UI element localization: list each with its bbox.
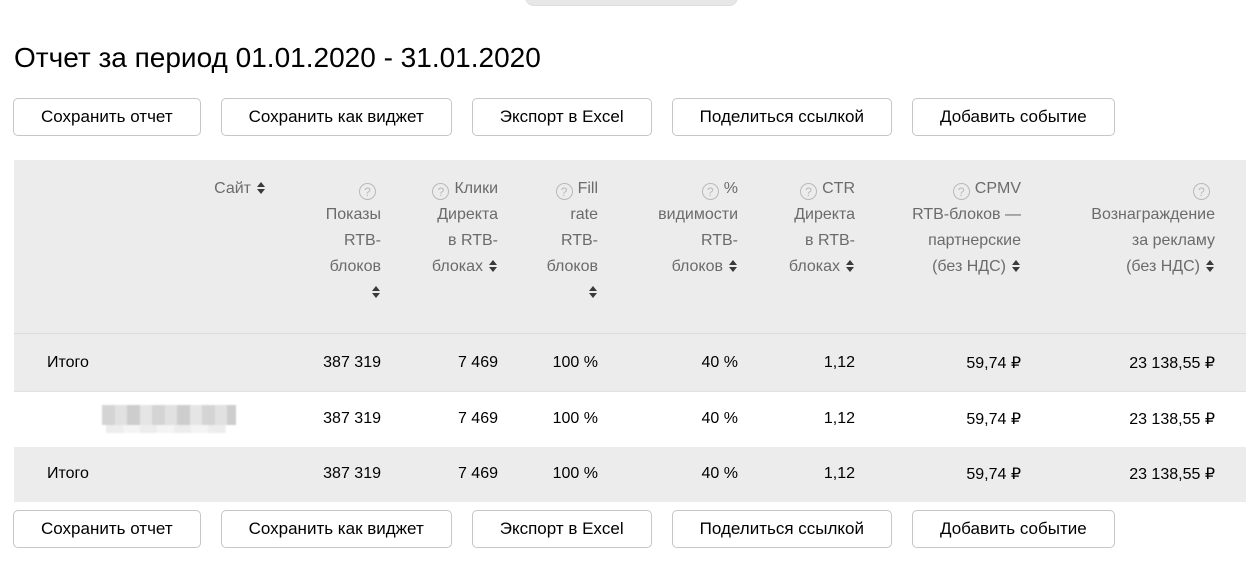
cell-rtb-impressions: 387 319	[268, 333, 383, 392]
column-header-direct-ctr[interactable]: ? CTR Директа в RTB- блоках	[740, 160, 857, 334]
cell-reward: 23 138,55 ₽	[1023, 333, 1246, 392]
column-label: CPMV RTB-блоков — партнерские (без НДС)	[912, 180, 1021, 275]
cell-direct-clicks: 7 469	[457, 465, 498, 482]
column-label: Вознаграждение за рекламу (без НДС)	[1091, 206, 1215, 275]
table-row-site: 387 319 7 469 100 % 40 % 1,12 59,74 ₽ 23…	[14, 391, 1246, 447]
help-icon[interactable]: ?	[432, 183, 450, 200]
toolbar-bottom: Сохранить отчет Сохранить как виджет Экс…	[13, 510, 1115, 548]
help-icon[interactable]: ?	[555, 183, 573, 200]
cell-visibility-pct: 40 %	[701, 410, 738, 428]
toolbar-top: Сохранить отчет Сохранить как виджет Экс…	[13, 98, 1115, 136]
table-row-total-bottom: Итого 387 319 7 469 100 % 40 % 1,12 59,7…	[14, 446, 1246, 502]
sort-icon	[846, 260, 855, 272]
cell-rtb-impressions: 387 319	[323, 465, 381, 482]
sort-icon	[729, 260, 738, 272]
sort-icon	[589, 286, 598, 298]
site-name-redacted[interactable]	[102, 405, 236, 434]
cell-cpmv: 59,74 ₽	[966, 466, 1021, 483]
column-label: Клики Директа в RTB- блоках	[431, 180, 498, 275]
total-label: Итого	[14, 333, 268, 392]
column-header-direct-clicks[interactable]: ? Клики Директа в RTB- блоках	[383, 160, 500, 334]
export-excel-button[interactable]: Экспорт в Excel	[471, 510, 652, 548]
save-as-widget-button[interactable]: Сохранить как виджет	[220, 510, 452, 548]
column-header-cpmv[interactable]: ? CPMV RTB-блоков — партнерские (без НДС)	[857, 160, 1023, 334]
cell-direct-ctr: 1,12	[740, 333, 857, 392]
clipped-top-element	[525, 0, 738, 6]
cell-cpmv: 59,74 ₽	[857, 333, 1023, 392]
page-title: Отчет за период 01.01.2020 - 31.01.2020	[14, 42, 541, 73]
column-header-rtb-impressions[interactable]: ? Показы RTB- блоков	[268, 160, 383, 334]
column-label: CTR Директа в RTB- блоках	[788, 180, 855, 275]
help-icon[interactable]: ?	[1193, 183, 1210, 200]
add-event-button[interactable]: Добавить событие	[912, 510, 1115, 548]
report-table: Сайт ? Показы RTB- блоков ? Клики Директа…	[14, 160, 1246, 502]
cell-cpmv: 59,74 ₽	[966, 411, 1021, 429]
cell-visibility-pct: 40 %	[600, 333, 740, 392]
cell-visibility-pct: 40 %	[701, 465, 738, 482]
export-excel-button[interactable]: Экспорт в Excel	[471, 98, 652, 136]
cell-fill-rate: 100 %	[500, 333, 600, 392]
site-cell	[14, 392, 268, 447]
sort-icon	[372, 286, 381, 298]
column-header-reward[interactable]: ? Вознаграждение за рекламу (без НДС)	[1023, 160, 1246, 334]
add-event-button[interactable]: Добавить событие	[912, 98, 1115, 136]
cell-fill-rate: 100 %	[552, 465, 598, 482]
help-icon[interactable]: ?	[359, 183, 376, 200]
cell-direct-ctr: 1,12	[823, 410, 855, 428]
cell-reward: 23 138,55 ₽	[1129, 411, 1215, 429]
cell-fill-rate: 100 %	[552, 410, 598, 428]
save-report-button[interactable]: Сохранить отчет	[13, 510, 201, 548]
column-label: Сайт	[214, 180, 251, 197]
cell-direct-ctr: 1,12	[823, 465, 855, 482]
table-row-total-top: Итого 387 319 7 469 100 % 40 % 1,12 59,7…	[14, 333, 1246, 392]
help-icon[interactable]: ?	[701, 183, 719, 200]
sort-icon	[1206, 260, 1215, 272]
sort-icon	[1012, 260, 1021, 272]
sort-icon	[489, 260, 498, 272]
column-header-visibility-pct[interactable]: ?% видимости RTB- блоков	[600, 160, 740, 334]
column-label: % видимости RTB- блоков	[658, 180, 738, 275]
column-header-site[interactable]: Сайт	[14, 160, 268, 334]
column-label: Показы RTB- блоков	[325, 206, 381, 275]
cell-rtb-impressions: 387 319	[323, 410, 381, 428]
column-label: Fill rate RTB- блоков	[546, 180, 598, 275]
sort-icon	[257, 182, 266, 194]
total-label: Итого	[47, 465, 89, 482]
help-icon[interactable]: ?	[952, 183, 970, 200]
help-icon[interactable]: ?	[800, 183, 818, 200]
table-header-row: Сайт ? Показы RTB- блоков ? Клики Директа…	[14, 160, 1246, 334]
save-as-widget-button[interactable]: Сохранить как виджет	[220, 98, 452, 136]
share-link-button[interactable]: Поделиться ссылкой	[671, 98, 892, 136]
save-report-button[interactable]: Сохранить отчет	[13, 98, 201, 136]
column-header-fill-rate[interactable]: ? Fill rate RTB- блоков	[500, 160, 600, 334]
share-link-button[interactable]: Поделиться ссылкой	[671, 510, 892, 548]
cell-direct-clicks: 7 469	[383, 333, 500, 392]
cell-reward: 23 138,55 ₽	[1129, 466, 1215, 483]
cell-direct-clicks: 7 469	[457, 410, 498, 428]
